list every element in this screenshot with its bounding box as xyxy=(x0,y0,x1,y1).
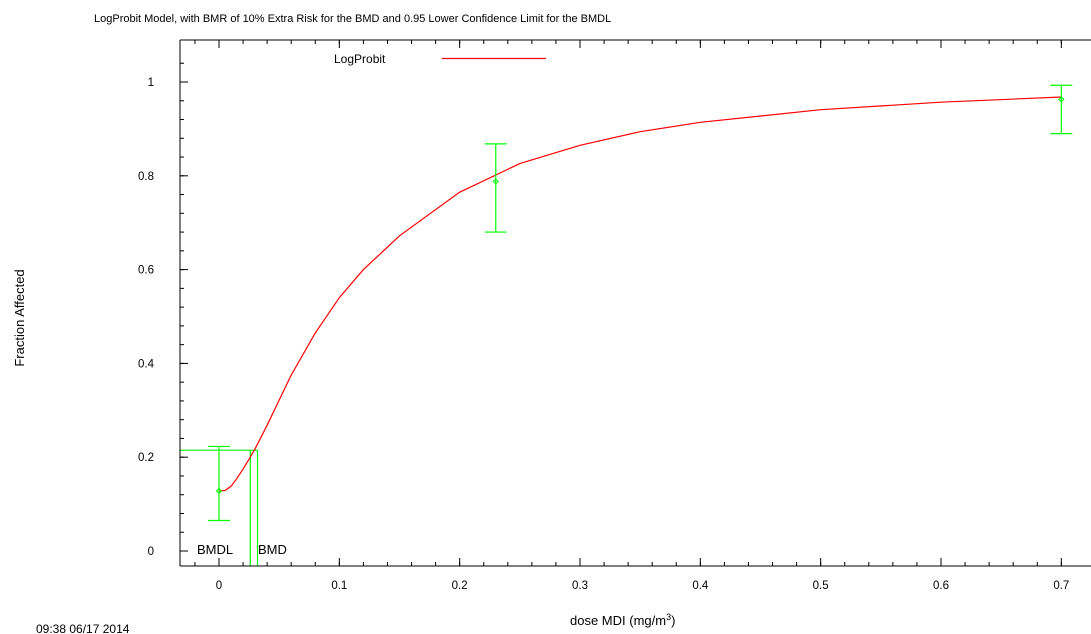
legend-label-logprobit: LogProbit xyxy=(334,52,386,66)
y-tick-label: 0.2 xyxy=(138,452,154,464)
x-tick-label: 0.5 xyxy=(813,580,829,592)
x-tick-label: 0.3 xyxy=(572,580,588,592)
x-axis-label: dose MDI (mg/m3) xyxy=(570,612,675,628)
x-tick-label: 0.7 xyxy=(1053,580,1069,592)
chart-title: LogProbit Model, with BMR of 10% Extra R… xyxy=(94,13,611,25)
axes xyxy=(179,39,1091,567)
plot-area xyxy=(180,84,1073,566)
x-tick-label: 0.2 xyxy=(452,580,468,592)
y-tick-label: 0.6 xyxy=(138,265,154,277)
logprobit-curve xyxy=(218,96,1062,492)
data-point xyxy=(492,178,499,185)
data-point xyxy=(1058,96,1065,103)
y-axis-label: Fraction Affected xyxy=(12,269,27,366)
y-tick-label: 0.8 xyxy=(138,171,154,183)
x-tick-label: 0.6 xyxy=(933,580,949,592)
y-tick-label: 0 xyxy=(148,546,154,558)
bmdl-label: BMDL xyxy=(197,542,233,557)
bmd-label: BMD xyxy=(258,542,287,557)
timestamp: 09:38 06/17 2014 xyxy=(36,622,130,634)
y-tick-label: 0.4 xyxy=(138,358,155,370)
x-tick-label: 0.1 xyxy=(331,580,347,592)
x-tick-label: 0.4 xyxy=(692,580,709,592)
ticks: 0 0.1 0.2 0.3 0.4 0.5 0.6 0.7 0 0.2 0.4 0.6 0.8 1 xyxy=(138,40,1069,592)
data-point xyxy=(215,487,223,495)
x-tick-label: 0 xyxy=(216,580,222,592)
y-tick-label: 1 xyxy=(148,77,154,89)
